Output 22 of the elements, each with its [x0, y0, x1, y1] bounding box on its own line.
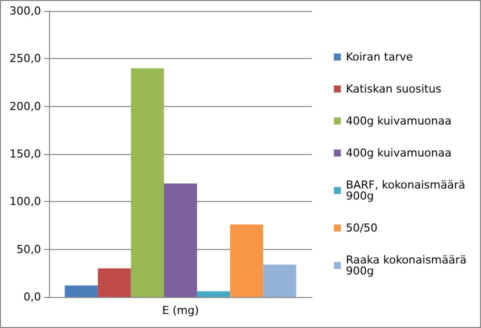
y-tick-label: 200,0 [10, 100, 41, 113]
bar [230, 224, 264, 297]
x-tick-label: E (mg) [162, 304, 199, 317]
legend-label: Koiran tarve [346, 50, 414, 64]
legend-label: 400g kuivamuonaa [346, 114, 452, 128]
bar [164, 184, 198, 297]
legend-label: BARF, kokonaismäärä 900g [346, 178, 469, 202]
bar [197, 291, 230, 297]
legend-label: 50/50 [346, 222, 378, 234]
y-tick-label: 250,0 [10, 52, 41, 66]
y-tick-label: 50,0 [16, 242, 41, 256]
y-tick-label: 0,0 [24, 290, 41, 304]
legend-label: Katiskan suositus [346, 82, 442, 96]
legend-label: Raaka kokonaismäärä 900g [346, 254, 470, 278]
bar [64, 286, 98, 297]
y-tick-label: 100,0 [10, 195, 41, 208]
bar [130, 68, 164, 297]
bar [263, 264, 296, 297]
y-tick-label: 300,0 [10, 4, 41, 18]
y-tick-label: 150,0 [10, 148, 41, 160]
bar [98, 268, 131, 297]
legend-label: 400g kuivamuonaa [346, 146, 452, 160]
